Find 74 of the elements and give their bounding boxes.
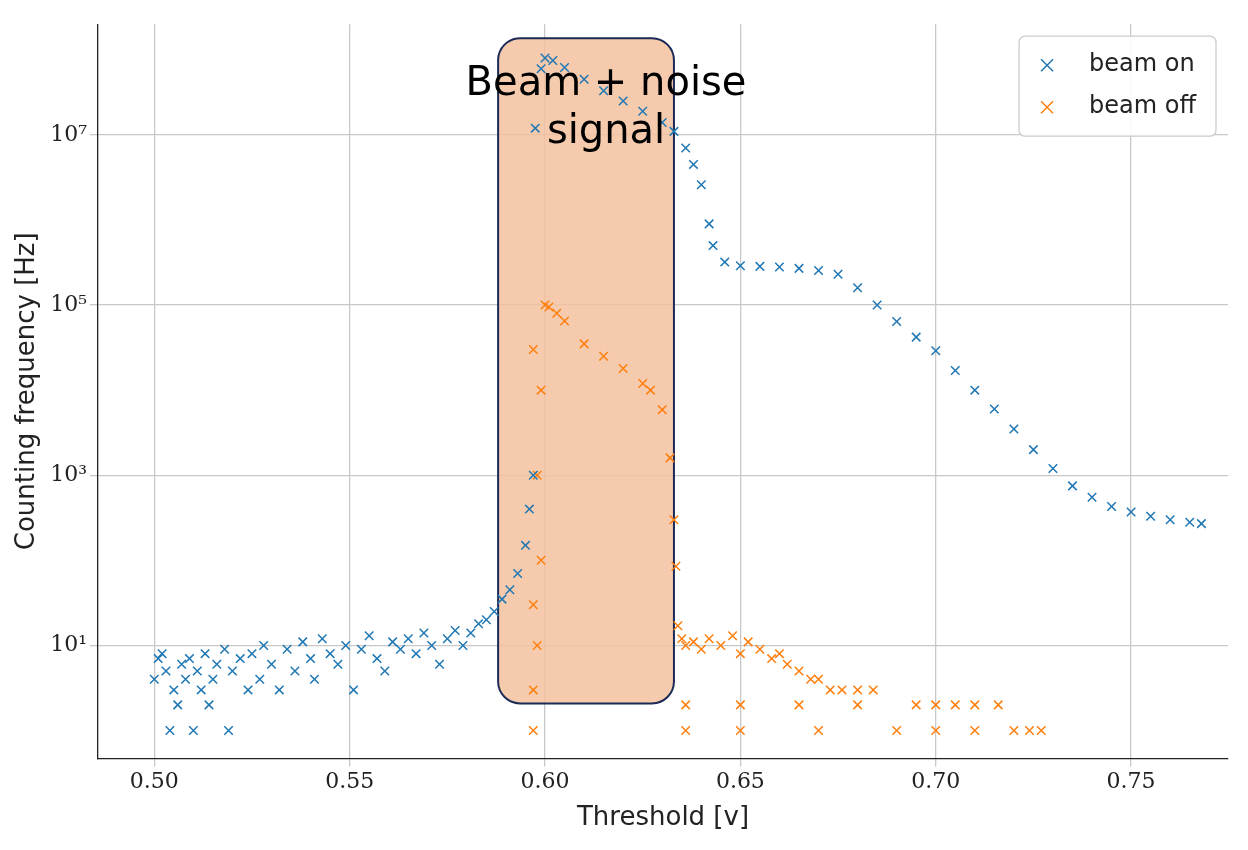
- y-axis-title: Counting frequency [Hz]: [10, 232, 41, 551]
- point: [551, 308, 562, 319]
- point: [852, 699, 863, 710]
- point: [743, 636, 754, 647]
- x-tick-label: 0.65: [715, 768, 765, 794]
- legend-label: beam on: [1089, 49, 1195, 78]
- point: [868, 684, 879, 695]
- point: [805, 674, 816, 685]
- point: [645, 385, 656, 396]
- point: [969, 725, 980, 736]
- point: [825, 684, 836, 695]
- point: [579, 338, 590, 349]
- point: [672, 620, 683, 631]
- point: [852, 684, 863, 695]
- point: [813, 725, 824, 736]
- point: [930, 725, 941, 736]
- point: [813, 674, 824, 685]
- point: [668, 514, 679, 525]
- point: [532, 470, 543, 481]
- point: [543, 301, 554, 312]
- point: [774, 648, 785, 659]
- x-tick-label: 0.55: [325, 768, 375, 794]
- point: [657, 404, 668, 415]
- point: [528, 684, 539, 695]
- point: [676, 633, 687, 644]
- point: [1024, 725, 1035, 736]
- point: [532, 640, 543, 651]
- point: [911, 699, 922, 710]
- x-axis-title: Threshold [v]: [575, 801, 750, 832]
- point: [540, 300, 550, 311]
- point: [735, 648, 746, 659]
- point: [536, 555, 547, 566]
- point: [1036, 725, 1047, 736]
- x-tick-label: 0.70: [911, 768, 961, 794]
- point: [754, 644, 765, 655]
- point: [782, 659, 793, 670]
- x-tick-label: 0.75: [1106, 768, 1156, 794]
- point: [528, 344, 539, 355]
- point: [528, 599, 539, 610]
- point: [766, 653, 777, 664]
- point: [793, 666, 804, 677]
- y-tick-label: 10⁵: [50, 290, 88, 316]
- point: [735, 699, 746, 710]
- point: [793, 699, 804, 710]
- point: [528, 725, 539, 736]
- point: [735, 725, 746, 736]
- point: [598, 351, 609, 362]
- point: [688, 636, 699, 647]
- point: [637, 378, 648, 389]
- y-tick-label: 10⁷: [50, 120, 88, 146]
- x-tick-label: 0.50: [129, 768, 179, 794]
- point: [1008, 725, 1019, 736]
- point: [680, 725, 691, 736]
- point: [704, 633, 715, 644]
- point: [536, 385, 547, 396]
- point: [559, 316, 570, 326]
- point: [715, 640, 726, 651]
- point: [891, 725, 902, 736]
- point: [836, 684, 847, 695]
- point: [696, 644, 707, 655]
- legend-label: beam off: [1089, 91, 1197, 120]
- y-tick-label: 10³: [50, 460, 88, 486]
- point: [993, 699, 1004, 710]
- y-tick-label: 10¹: [50, 631, 88, 657]
- x-tick-label: 0.60: [520, 768, 570, 794]
- point: [727, 630, 738, 641]
- point: [969, 699, 980, 710]
- point: [680, 699, 691, 710]
- point: [665, 452, 676, 463]
- point: [930, 699, 941, 710]
- point: [670, 561, 681, 572]
- point: [950, 699, 961, 710]
- point: [618, 363, 629, 374]
- point: [680, 640, 691, 651]
